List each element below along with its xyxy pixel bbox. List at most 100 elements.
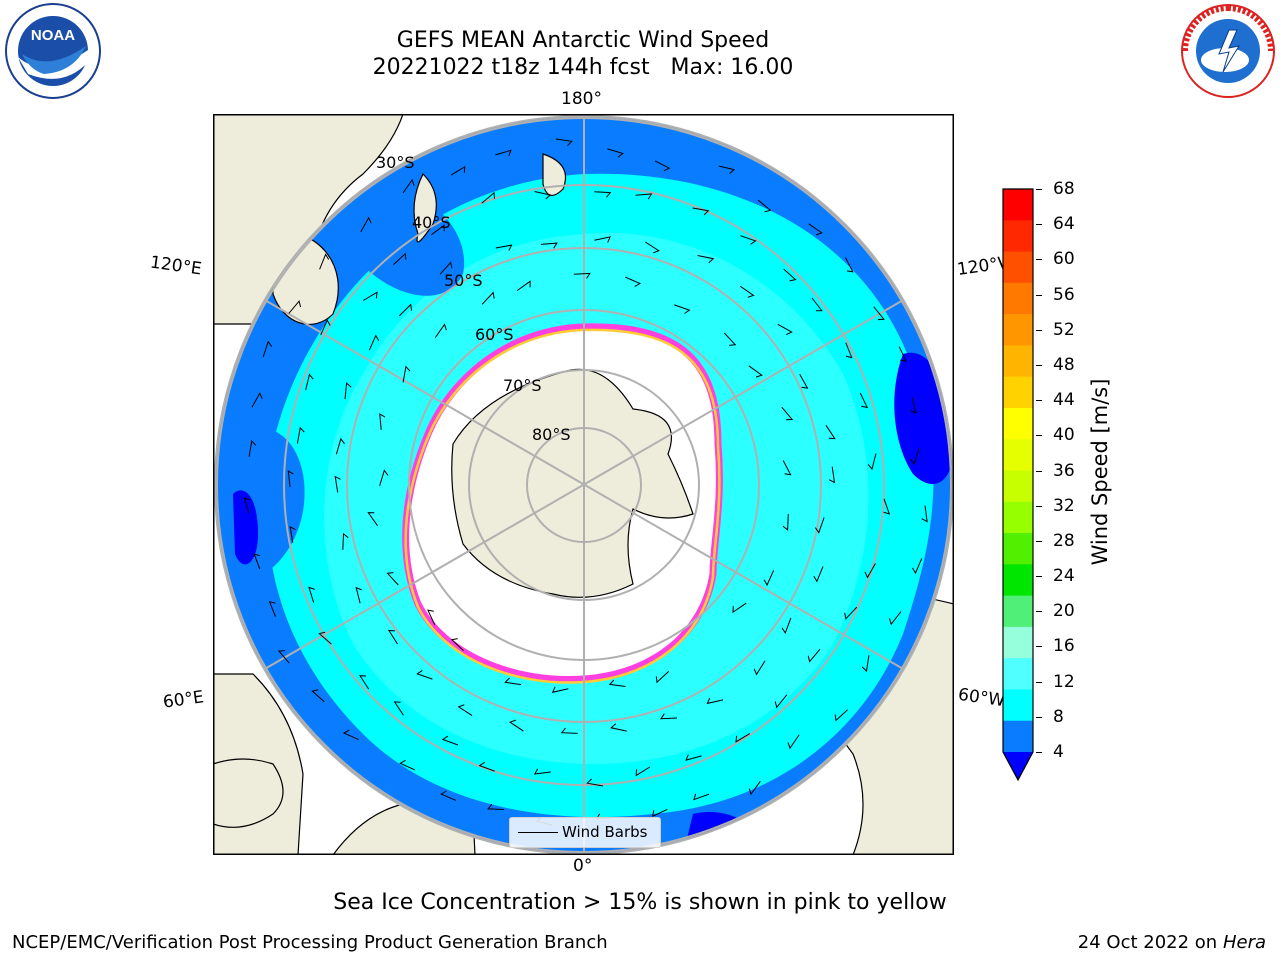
wind-barb xyxy=(586,778,604,787)
colorbar-tick-mark xyxy=(1036,435,1042,437)
colorbar-band xyxy=(1003,189,1033,221)
wind-barb xyxy=(533,768,551,775)
colorbar-band xyxy=(1003,533,1033,565)
wind-barb xyxy=(910,397,917,414)
wind-barb xyxy=(253,553,261,570)
wind-barb xyxy=(781,406,794,421)
colorbar-band xyxy=(1003,564,1033,597)
footer-branch: NCEP/EMC/Verification Post Processing Pr… xyxy=(12,932,608,953)
colorbar-tick-mark xyxy=(1036,646,1042,648)
wind-barb xyxy=(898,346,907,362)
wind-barb xyxy=(921,505,928,523)
wind-barb xyxy=(495,149,512,157)
wind-barb xyxy=(652,808,668,818)
wind-barb xyxy=(551,686,569,694)
colorbar-tick-mark xyxy=(1036,540,1042,542)
colorbar-tick-mark xyxy=(1036,364,1042,366)
wind-barb xyxy=(735,733,751,743)
colorbar-tick-mark xyxy=(1036,224,1042,226)
polar-map xyxy=(213,114,954,855)
colorbar-tick-mark xyxy=(1036,752,1042,753)
wind-barb xyxy=(434,323,447,338)
colorbar-tick-mark xyxy=(1036,576,1042,578)
wind-barb xyxy=(386,572,399,586)
wind-barb xyxy=(859,392,869,409)
wind-barb xyxy=(478,761,495,772)
colorbar-tick-mark xyxy=(1036,400,1042,402)
lat-label-30s: 30°S xyxy=(376,153,415,172)
wind-barb xyxy=(393,701,404,716)
colorbar-tick-label: 48 xyxy=(1053,354,1075,375)
wind-barb xyxy=(610,723,627,732)
wind-barb xyxy=(342,532,349,550)
wind-barb xyxy=(635,193,653,200)
wind-barb xyxy=(362,291,378,301)
wind-barb xyxy=(441,735,459,746)
wind-barb xyxy=(774,694,788,709)
footer-date-text: 24 Oct 2022 on xyxy=(1077,932,1223,953)
wind-barb xyxy=(655,670,670,684)
colorbar-band xyxy=(1003,689,1033,722)
wind-barb xyxy=(911,558,923,575)
wind-barb xyxy=(379,469,389,486)
wind-barb xyxy=(807,648,821,663)
wind-barb xyxy=(799,373,809,389)
colorbar-tick-mark xyxy=(1036,611,1042,613)
wind-barb xyxy=(844,606,858,620)
colorbar-tick-label: 12 xyxy=(1053,671,1075,692)
wind-barb xyxy=(359,675,370,690)
wind-barb xyxy=(439,261,453,275)
colorbar-tick-label: 24 xyxy=(1053,566,1075,587)
wind-barb xyxy=(495,244,513,251)
wind-barb xyxy=(243,497,251,514)
wind-barb xyxy=(674,304,691,314)
wind-barb xyxy=(368,334,380,351)
colorbar-tick-label: 36 xyxy=(1053,460,1075,481)
colorbar-tick-label: 20 xyxy=(1053,601,1075,622)
colorbar-band xyxy=(1003,407,1033,440)
wind-barb xyxy=(319,253,330,270)
colorbar-band xyxy=(1003,251,1033,284)
wind-barb xyxy=(654,160,671,172)
wind-barb xyxy=(355,586,362,604)
wind-barb xyxy=(318,631,332,645)
wind-barb xyxy=(398,303,413,317)
wind-barb xyxy=(481,191,495,204)
colorbar-tick-label: 44 xyxy=(1053,390,1075,411)
lon-label-120e: 120°E xyxy=(148,252,203,280)
wind-barb xyxy=(457,704,473,717)
wind-barb xyxy=(481,291,495,305)
chart-title: GEFS MEAN Antarctic Wind Speed xyxy=(396,28,770,53)
wind-barb xyxy=(487,803,505,810)
wind-barb xyxy=(740,235,757,245)
wind-barb xyxy=(910,448,920,466)
wind-barb xyxy=(718,165,736,174)
wind-barb xyxy=(248,439,257,457)
wind-barb xyxy=(287,470,294,488)
wind-barb xyxy=(845,257,854,273)
noaa-logo-text: NOAA xyxy=(31,27,75,44)
sea-ice-caption: Sea Ice Concentration > 15% is shown in … xyxy=(333,890,947,915)
wind-barb xyxy=(864,563,876,579)
wind-barb xyxy=(399,759,416,771)
wind-barb xyxy=(416,669,433,680)
colorbar xyxy=(1000,186,1036,786)
wind-barb xyxy=(723,332,737,346)
colorbar-tick-label: 52 xyxy=(1053,319,1075,340)
colorbar-band xyxy=(1003,720,1033,753)
wind-barb-legend-line xyxy=(518,832,558,834)
colorbar-band xyxy=(1003,470,1033,503)
wind-barb xyxy=(289,526,296,543)
colorbar-band xyxy=(1003,439,1033,471)
wind-barb xyxy=(660,713,678,720)
antarctica xyxy=(451,368,694,598)
wind-barb xyxy=(861,655,870,673)
colorbar-tick-label: 32 xyxy=(1053,495,1075,516)
wind-barb xyxy=(808,223,823,236)
wind-barb xyxy=(393,252,407,266)
nws-logo xyxy=(1179,2,1277,100)
wind-barb xyxy=(753,660,766,676)
wind-barb xyxy=(402,365,411,383)
wind-barb xyxy=(782,460,792,476)
lat-label-70s: 70°S xyxy=(503,376,542,395)
